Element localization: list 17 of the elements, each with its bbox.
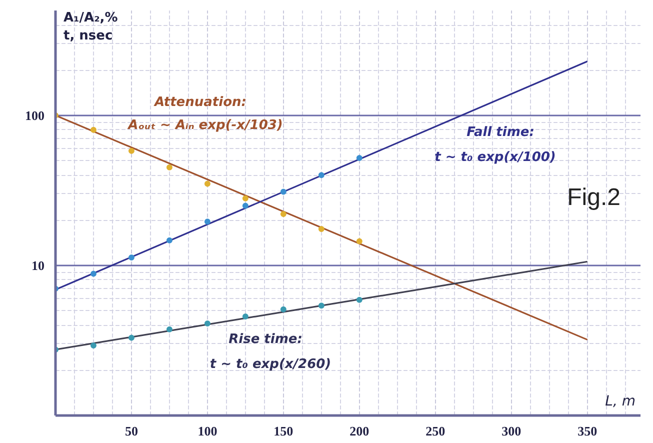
annotation: Rise time: [228,332,302,347]
y-axis-title: A₁/A₂,% t, nsec [64,10,118,44]
annotation: Fall time: [466,125,534,140]
x-tick-label: 100 [198,424,218,438]
x-tick-label: 200 [350,424,370,438]
x-tick-label: 300 [502,424,522,438]
x-tick-label: 150 [274,424,294,438]
x-tick-label: 250 [426,424,446,438]
annotation: Aₒᵤₜ ~ Aᵢₙ exp(-x/103) [127,118,283,133]
x-tick-label: 350 [578,424,598,438]
annotation: t ~ t₀ exp(x/260) [210,357,332,372]
annotation: t ~ t₀ exp(x/100) [434,150,556,165]
annotation: Attenuation: [154,95,246,110]
annotation: Fig.2 [567,184,621,211]
y-tick-label: 10 [32,258,44,273]
x-axis-title: L, m [605,394,636,410]
x-tick-label: 50 [124,424,138,438]
